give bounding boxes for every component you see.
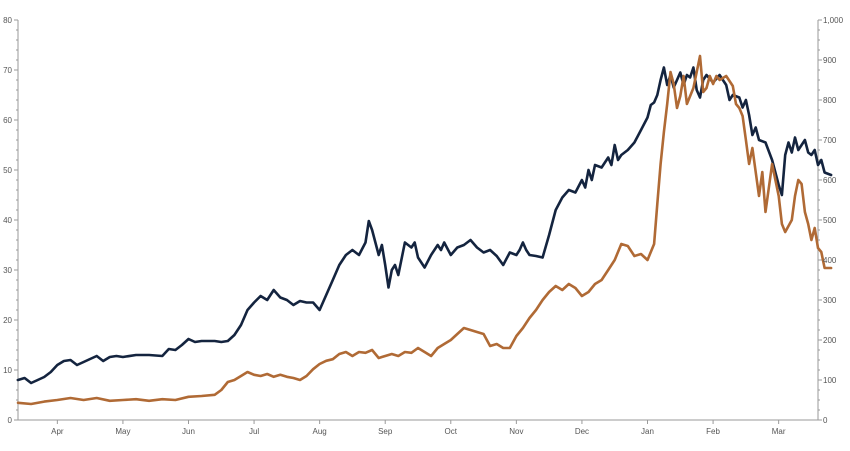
left-y-tick-label: 40 (3, 216, 12, 225)
x-tick-label: Jul (249, 427, 259, 436)
right-y-tick-label: 300 (823, 296, 837, 305)
series-line-left-axis (16, 66, 833, 385)
right-y-tick-label: 200 (823, 336, 837, 345)
left-y-tick-label: 80 (3, 16, 12, 25)
tick-labels: 0102030405060708001002003004005006007008… (3, 16, 843, 436)
x-tick-label: Feb (706, 427, 720, 436)
right-y-tick-label: 100 (823, 376, 837, 385)
x-tick-label: Jun (182, 427, 195, 436)
left-y-tick-label: 0 (8, 416, 13, 425)
x-tick-label: Nov (509, 427, 523, 436)
x-tick-label: Mar (772, 427, 786, 436)
x-tick-label: Jan (641, 427, 654, 436)
right-y-tick-label: 700 (823, 136, 837, 145)
left-y-tick-label: 60 (3, 116, 12, 125)
left-y-tick-label: 30 (3, 266, 12, 275)
right-y-tick-label: 500 (823, 216, 837, 225)
right-y-tick-label: 400 (823, 256, 837, 265)
right-y-tick-label: 800 (823, 96, 837, 105)
left-y-tick-label: 70 (3, 66, 12, 75)
right-y-tick-label: 600 (823, 176, 837, 185)
x-tick-label: May (115, 427, 130, 436)
x-tick-label: Aug (313, 427, 327, 436)
axes (14, 19, 822, 424)
right-y-tick-label: 900 (823, 56, 837, 65)
x-tick-label: Oct (445, 427, 458, 436)
x-tick-label: Sep (378, 427, 393, 436)
left-y-tick-label: 20 (3, 316, 12, 325)
right-y-tick-label: 1,000 (823, 16, 844, 25)
series-line-right-axis (16, 54, 833, 406)
series-layer (16, 54, 833, 406)
left-y-tick-label: 50 (3, 166, 12, 175)
x-tick-label: Dec (575, 427, 589, 436)
right-y-tick-label: 0 (823, 416, 828, 425)
left-y-tick-label: 10 (3, 366, 12, 375)
x-tick-label: Apr (51, 427, 64, 436)
